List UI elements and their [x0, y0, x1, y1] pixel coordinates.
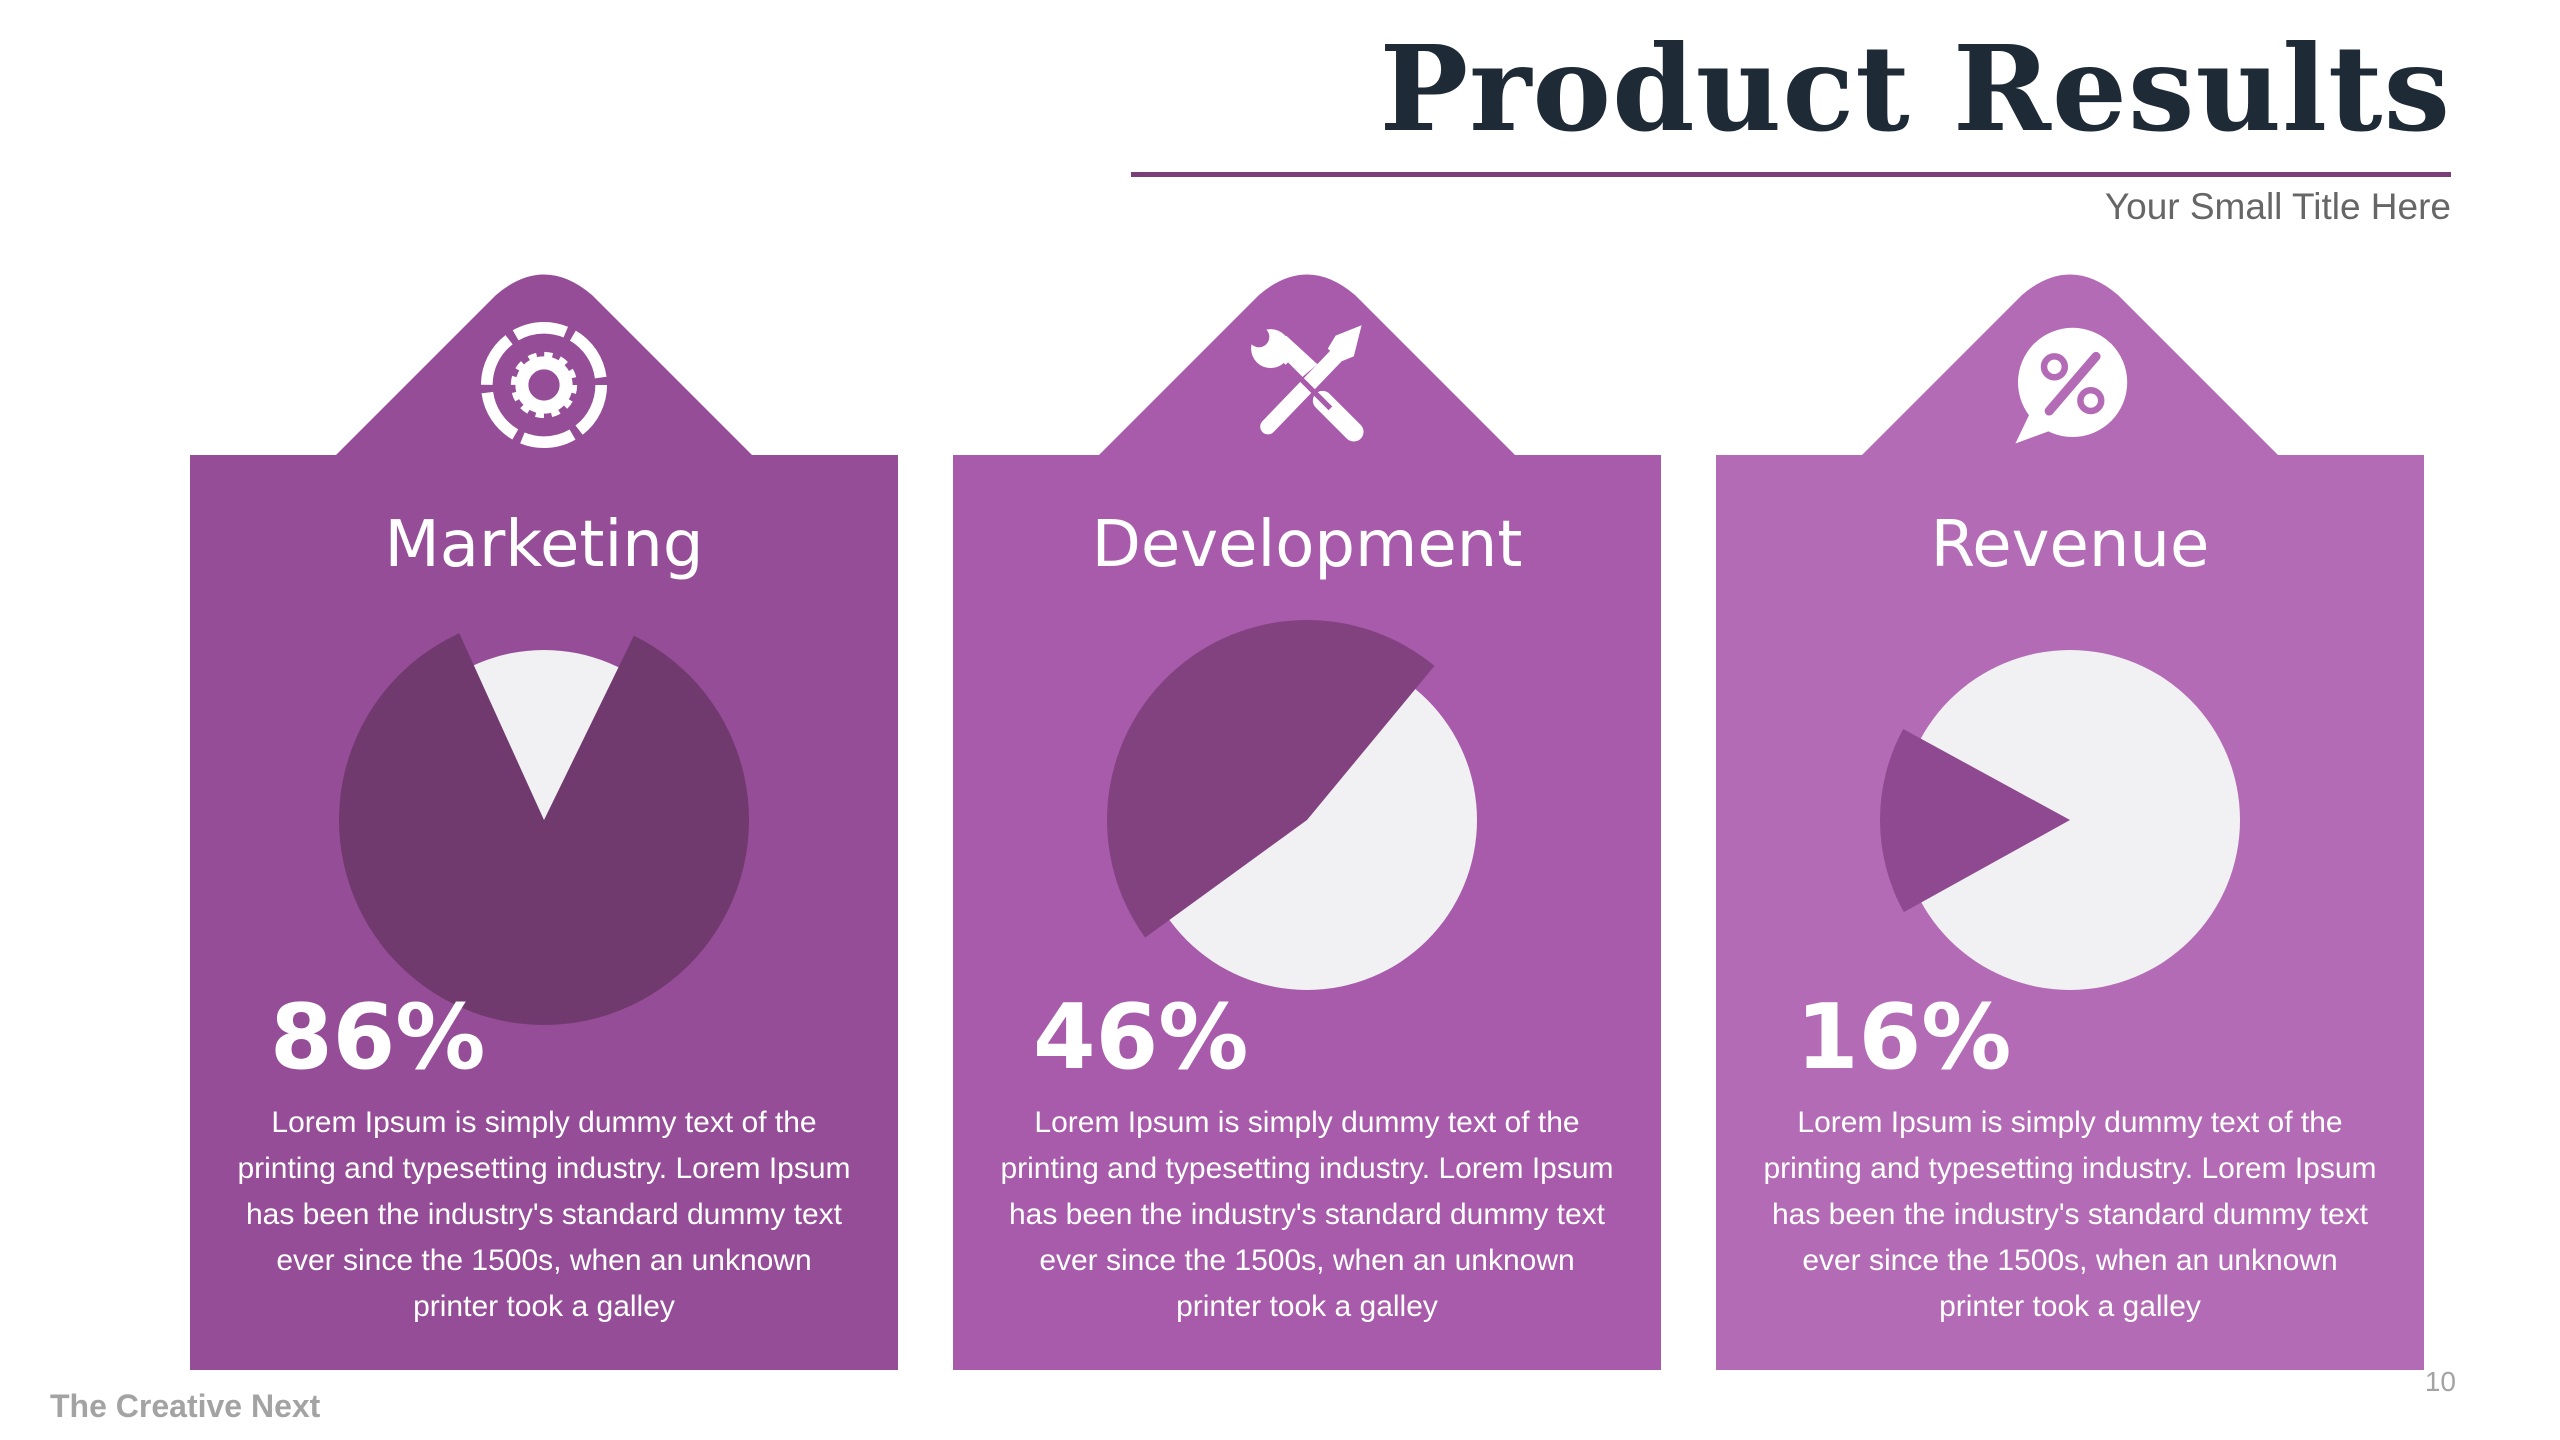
card-marketing: Marketing 86% Lorem Ipsum is simply dumm… [190, 270, 898, 1370]
card-description: Lorem Ipsum is simply dummy text of the … [1763, 1106, 2377, 1323]
card-title: Development [1091, 508, 1523, 582]
page-title: Product Results [1379, 19, 2451, 158]
percent-value: 46% [1033, 985, 1249, 1090]
card-title: Revenue [1930, 508, 2210, 582]
pie-chart-marketing [338, 633, 749, 1025]
pie-slice [338, 633, 749, 1025]
percent-value: 86% [270, 985, 486, 1090]
card-development: Development 46% Lorem Ipsum is simply du… [953, 270, 1661, 1370]
card-description: Lorem Ipsum is simply dummy text of the … [1000, 1106, 1614, 1323]
card-description: Lorem Ipsum is simply dummy text of the … [237, 1106, 851, 1323]
pie-chart-development [1107, 620, 1477, 990]
page-subtitle: Your Small Title Here [2104, 186, 2451, 227]
pie-slice [1879, 729, 2070, 913]
pie-chart-revenue [1879, 650, 2240, 990]
percent-chat-icon [2015, 327, 2128, 444]
tools-icon [1248, 325, 1364, 442]
card-revenue: Revenue 16% Lorem Ipsum is simply dummy … [1716, 270, 2424, 1370]
gear-icon [480, 321, 608, 449]
brand-name: The Creative Next [50, 1388, 321, 1424]
percent-value: 16% [1796, 985, 2012, 1090]
card-title: Marketing [384, 508, 704, 582]
title-divider [1131, 172, 2451, 177]
pie-slice [1107, 620, 1435, 938]
page-number: 10 [2424, 1366, 2456, 1397]
